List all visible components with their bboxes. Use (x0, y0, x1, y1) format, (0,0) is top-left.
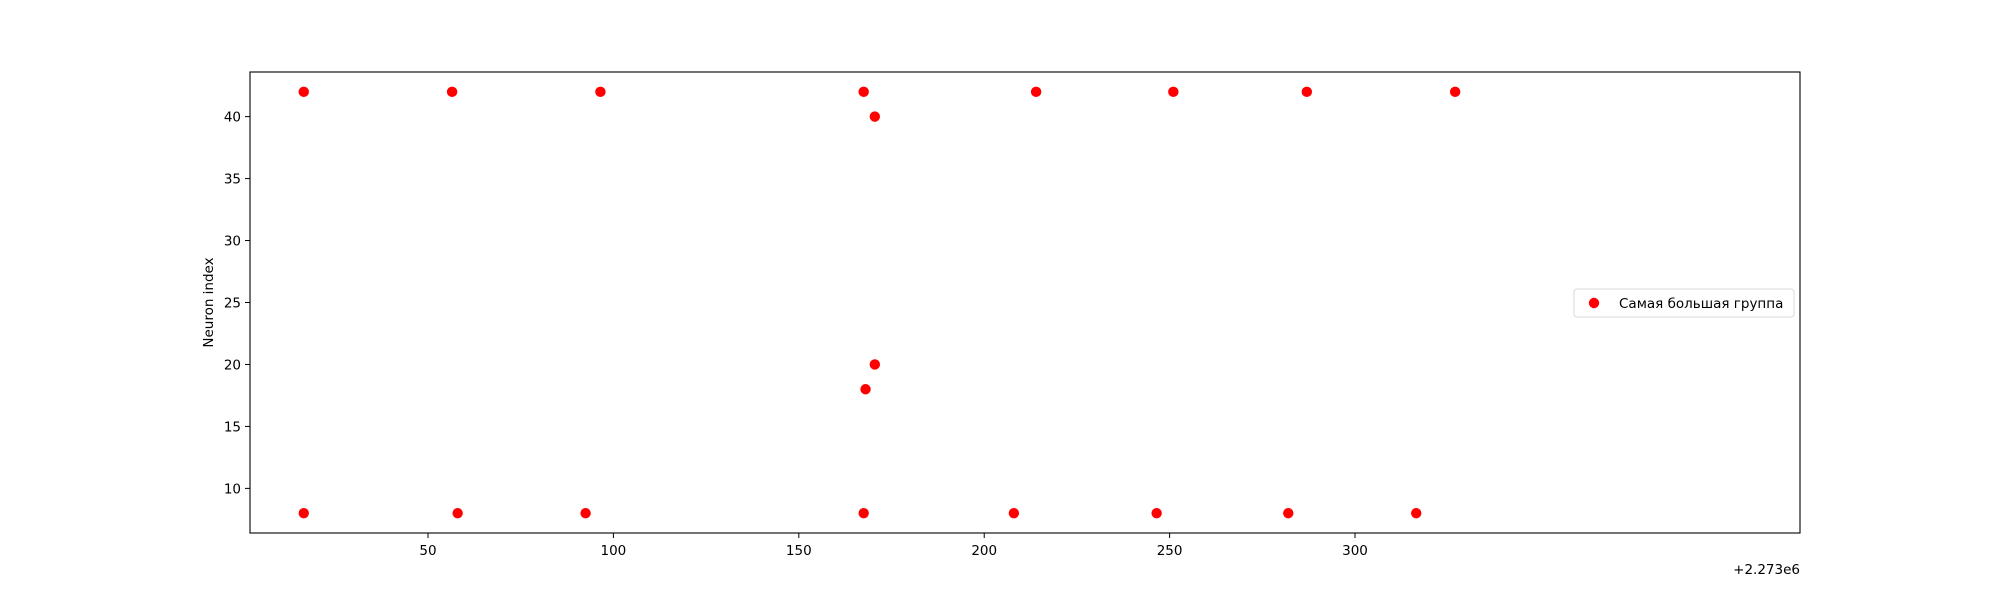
y-axis-label: Neuron index (201, 257, 217, 347)
x-tick-label: 100 (601, 543, 627, 559)
data-point (1151, 507, 1162, 519)
data-point (298, 86, 309, 98)
x-tick-label: 250 (1157, 543, 1183, 559)
x-tick-label: 300 (1342, 543, 1368, 559)
legend-label: Самая большая группа (1619, 296, 1783, 312)
legend-marker (1588, 297, 1600, 309)
data-point (595, 86, 606, 98)
data-point (452, 507, 463, 519)
data-point (860, 384, 871, 395)
data-point (298, 507, 309, 519)
x-tick-label: 150 (786, 543, 812, 559)
y-axis: 10 15 20 25 30 35 40 (224, 110, 250, 497)
data-point (858, 86, 869, 98)
y-tick-label: 30 (224, 234, 241, 250)
y-tick-label: 35 (224, 172, 241, 188)
data-point (1411, 507, 1422, 519)
data-point (1030, 86, 1042, 98)
y-tick-label: 10 (224, 481, 241, 497)
data-point (580, 507, 591, 519)
x-tick-label: 50 (419, 543, 436, 559)
data-point (869, 111, 881, 122)
y-tick-label: 40 (224, 110, 241, 126)
x-axis: 50 100 150 200 250 300 (419, 533, 1368, 559)
x-axis-offset-label: +2.273e6 (1733, 562, 1800, 578)
x-tick-label: 200 (971, 543, 997, 559)
data-point (1449, 86, 1461, 98)
data-point (1301, 86, 1313, 98)
data-point (1168, 86, 1179, 98)
y-tick-label: 20 (224, 357, 241, 373)
y-tick-label: 15 (224, 419, 241, 435)
y-tick-label: 25 (224, 296, 241, 312)
data-point (858, 507, 869, 519)
legend: Самая большая группа (1573, 288, 1795, 318)
data-point (446, 86, 458, 98)
data-point (1008, 507, 1020, 519)
data-point (1283, 507, 1294, 519)
legend-box (1573, 288, 1795, 318)
data-point (869, 359, 881, 370)
data-points (298, 86, 1461, 519)
